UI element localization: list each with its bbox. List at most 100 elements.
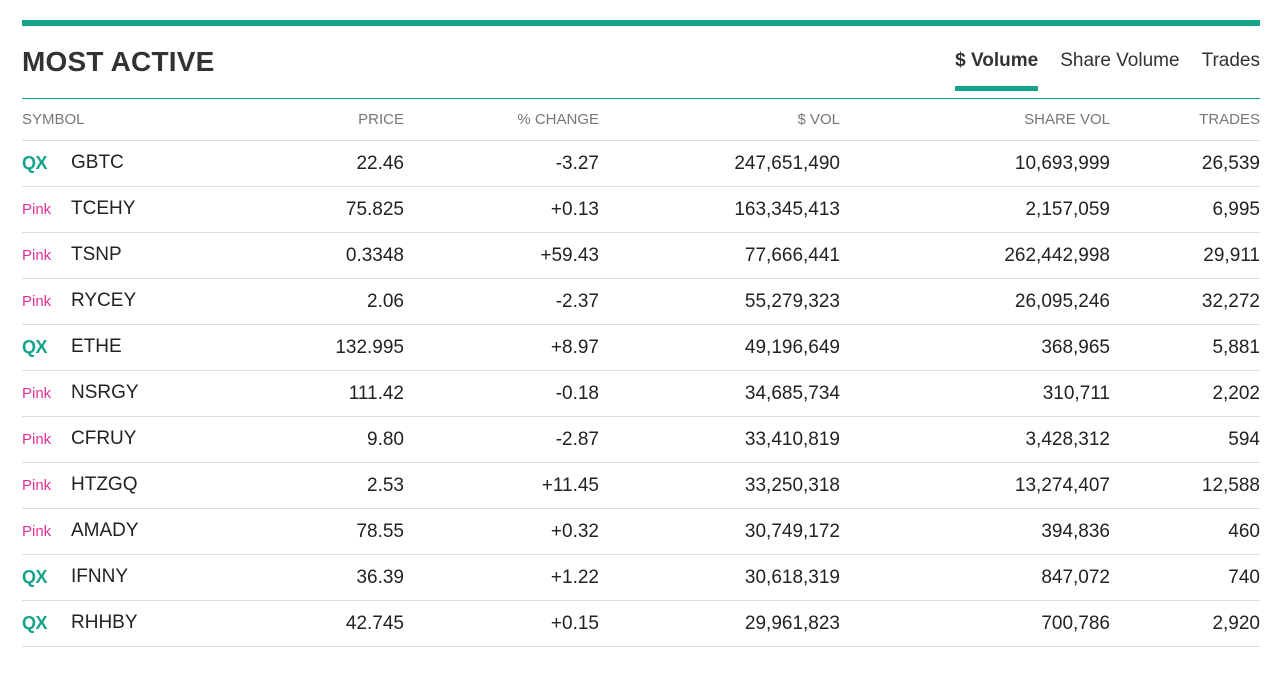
dollar-vol-cell: 77,666,441	[599, 232, 840, 279]
column-header-share-vol[interactable]: SHARE VOL	[840, 99, 1110, 141]
dollar-vol-cell: 33,250,318	[599, 462, 840, 509]
table-row[interactable]: QX GBTC 22.46 -3.27 247,651,490 10,693,999 26,…	[22, 140, 1260, 187]
price-cell: 36.39	[222, 554, 404, 601]
table-row[interactable]: Pink CFRUY 9.80 -2.87 33,410,819 3,428,312 594	[22, 416, 1260, 463]
symbol-link[interactable]: TSNP	[71, 244, 122, 266]
price-cell: 42.745	[222, 600, 404, 647]
symbol-cell: Pink TCEHY	[22, 186, 222, 233]
table-header-row: SYMBOL PRICE % CHANGE $ VOL SHARE VOL TR…	[22, 99, 1260, 141]
table-row[interactable]: Pink NSRGY 111.42 -0.18 34,685,734 310,711 2,2…	[22, 370, 1260, 417]
trades-cell: 26,539	[1110, 140, 1260, 187]
most-active-widget: MOST ACTIVE $ Volume Share Volume Trades…	[22, 20, 1260, 647]
symbol-link[interactable]: AMADY	[71, 520, 139, 542]
column-header-change[interactable]: % CHANGE	[404, 99, 599, 141]
symbol-link[interactable]: NSRGY	[71, 382, 139, 404]
tab-share-volume[interactable]: Share Volume	[1060, 50, 1180, 71]
change-cell: -0.18	[404, 370, 599, 417]
pink-market-badge: Pink	[22, 384, 52, 402]
symbol-link[interactable]: TCEHY	[71, 198, 136, 220]
table-row[interactable]: Pink TCEHY 75.825 +0.13 163,345,413 2,157,059…	[22, 186, 1260, 233]
price-cell: 0.3348	[222, 232, 404, 279]
change-cell: +11.45	[404, 462, 599, 509]
symbol-cell: Pink NSRGY	[22, 370, 222, 417]
symbol-cell: QX RHHBY	[22, 600, 222, 647]
symbol-cell: QX ETHE	[22, 324, 222, 371]
trades-cell: 460	[1110, 508, 1260, 555]
dollar-vol-cell: 30,749,172	[599, 508, 840, 555]
share-vol-cell: 3,428,312	[840, 416, 1110, 463]
pink-market-badge: Pink	[22, 476, 52, 494]
symbol-link[interactable]: CFRUY	[71, 428, 137, 450]
pink-market-badge: Pink	[22, 200, 52, 218]
symbol-link[interactable]: GBTC	[71, 152, 124, 174]
symbol-link[interactable]: RYCEY	[71, 290, 137, 312]
share-vol-cell: 10,693,999	[840, 140, 1110, 187]
otcqx-market-badge: QX	[22, 566, 48, 587]
table-row[interactable]: QX RHHBY 42.745 +0.15 29,961,823 700,786 2,920	[22, 600, 1260, 647]
tab-trades[interactable]: Trades	[1201, 50, 1260, 71]
pink-market-badge: Pink	[22, 246, 52, 264]
table-row[interactable]: QX ETHE 132.995 +8.97 49,196,649 368,965 5,881	[22, 324, 1260, 371]
price-cell: 2.53	[222, 462, 404, 509]
change-cell: +0.32	[404, 508, 599, 555]
volume-tabs: $ Volume Share Volume Trades	[933, 50, 1260, 91]
change-cell: +0.13	[404, 186, 599, 233]
symbol-cell: Pink RYCEY	[22, 278, 222, 325]
symbol-link[interactable]: ETHE	[71, 336, 122, 358]
otcqx-market-badge: QX	[22, 336, 48, 357]
symbol-cell: QX GBTC	[22, 140, 222, 187]
price-cell: 75.825	[222, 186, 404, 233]
widget-header: MOST ACTIVE $ Volume Share Volume Trades	[22, 26, 1260, 99]
change-cell: +59.43	[404, 232, 599, 279]
change-cell: -2.87	[404, 416, 599, 463]
symbol-link[interactable]: IFNNY	[71, 566, 128, 588]
change-cell: +8.97	[404, 324, 599, 371]
share-vol-cell: 368,965	[840, 324, 1110, 371]
share-vol-cell: 262,442,998	[840, 232, 1110, 279]
price-cell: 111.42	[222, 370, 404, 417]
symbol-link[interactable]: RHHBY	[71, 612, 138, 634]
column-header-symbol[interactable]: SYMBOL	[22, 99, 222, 141]
pink-market-badge: Pink	[22, 430, 52, 448]
symbol-cell: QX IFNNY	[22, 554, 222, 601]
price-cell: 132.995	[222, 324, 404, 371]
share-vol-cell: 310,711	[840, 370, 1110, 417]
symbol-link[interactable]: HTZGQ	[71, 474, 138, 496]
trades-cell: 2,202	[1110, 370, 1260, 417]
otcqx-market-badge: QX	[22, 612, 48, 633]
share-vol-cell: 13,274,407	[840, 462, 1110, 509]
table-row[interactable]: Pink HTZGQ 2.53 +11.45 33,250,318 13,274,407 1…	[22, 462, 1260, 509]
change-cell: +1.22	[404, 554, 599, 601]
change-cell: +0.15	[404, 600, 599, 647]
table-row[interactable]: Pink AMADY 78.55 +0.32 30,749,172 394,836 460	[22, 508, 1260, 555]
dollar-vol-cell: 33,410,819	[599, 416, 840, 463]
column-header-trades[interactable]: TRADES	[1110, 99, 1260, 141]
dollar-vol-cell: 30,618,319	[599, 554, 840, 601]
price-cell: 2.06	[222, 278, 404, 325]
column-header-dollar-vol[interactable]: $ VOL	[599, 99, 840, 141]
widget-title: MOST ACTIVE	[22, 46, 215, 77]
trades-cell: 594	[1110, 416, 1260, 463]
dollar-vol-cell: 55,279,323	[599, 278, 840, 325]
accent-bar	[22, 20, 1260, 26]
trades-cell: 2,920	[1110, 600, 1260, 647]
table-row[interactable]: Pink RYCEY 2.06 -2.37 55,279,323 26,095,246 32…	[22, 278, 1260, 325]
tab-dollar-volume[interactable]: $ Volume	[955, 50, 1039, 91]
dollar-vol-cell: 247,651,490	[599, 140, 840, 187]
symbol-cell: Pink HTZGQ	[22, 462, 222, 509]
table-row[interactable]: Pink TSNP 0.3348 +59.43 77,666,441 262,442,99…	[22, 232, 1260, 279]
column-header-price[interactable]: PRICE	[222, 99, 404, 141]
table-row[interactable]: QX IFNNY 36.39 +1.22 30,618,319 847,072 740	[22, 554, 1260, 601]
otcqx-market-badge: QX	[22, 152, 48, 173]
trades-cell: 29,911	[1110, 232, 1260, 279]
share-vol-cell: 700,786	[840, 600, 1110, 647]
price-cell: 9.80	[222, 416, 404, 463]
share-vol-cell: 2,157,059	[840, 186, 1110, 233]
dollar-vol-cell: 29,961,823	[599, 600, 840, 647]
trades-cell: 740	[1110, 554, 1260, 601]
trades-cell: 6,995	[1110, 186, 1260, 233]
trades-cell: 32,272	[1110, 278, 1260, 325]
most-active-table: SYMBOL PRICE % CHANGE $ VOL SHARE VOL TR…	[22, 99, 1260, 647]
pink-market-badge: Pink	[22, 522, 52, 540]
price-cell: 22.46	[222, 140, 404, 187]
